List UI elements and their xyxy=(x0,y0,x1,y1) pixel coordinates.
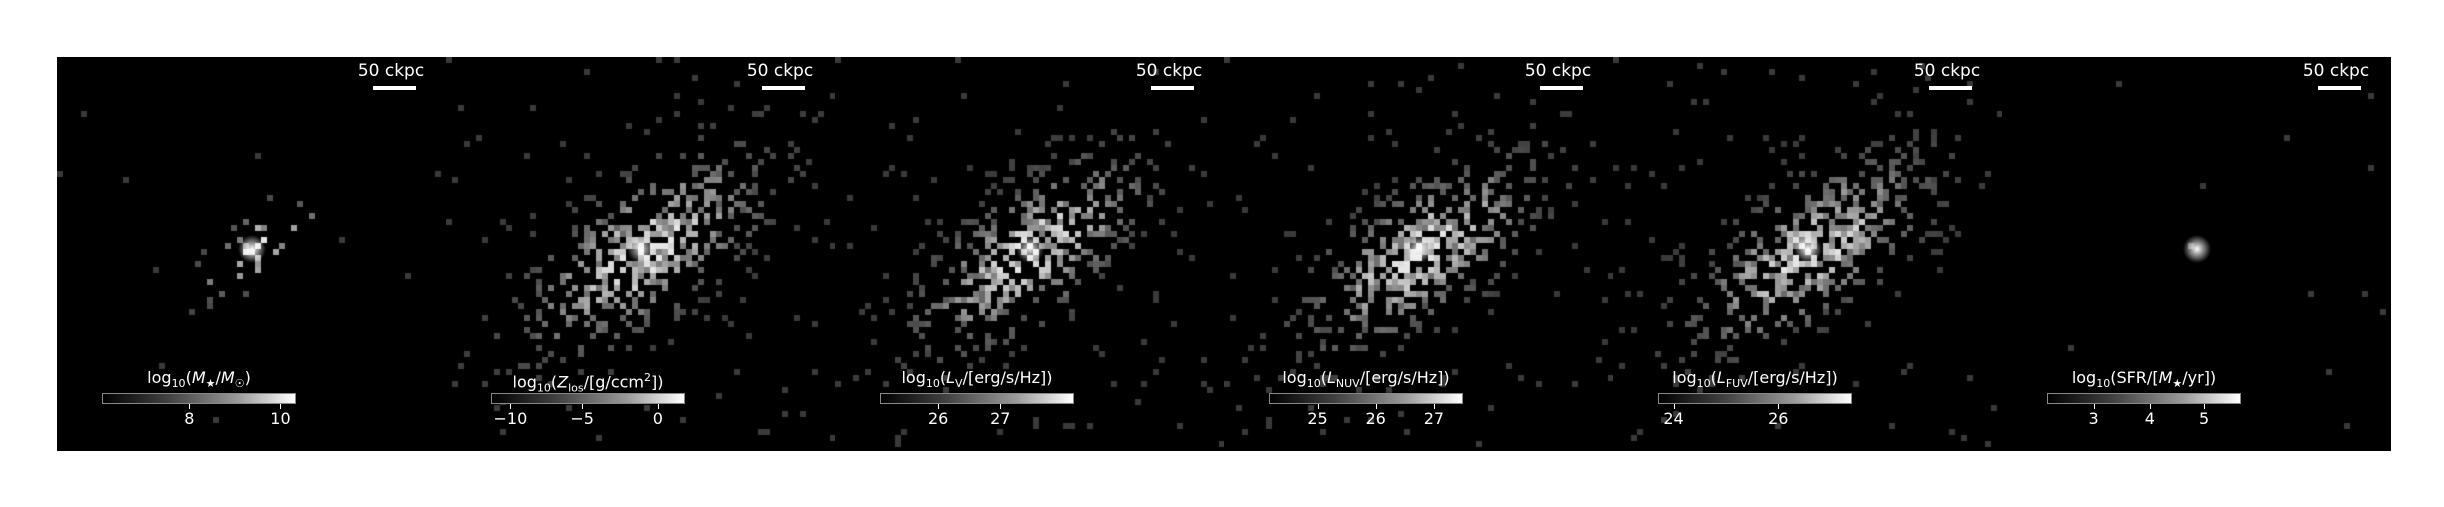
colorbar-tick-label: 27 xyxy=(1423,409,1445,428)
colorbar-tick xyxy=(189,404,191,409)
map-panel-lfuv: 50 ckpc log10(LFUV/[erg/s/Hz]) 24 26 xyxy=(1613,57,2002,451)
colorbar-label: log10(LNUV/[erg/s/Hz]) xyxy=(1282,368,1450,391)
colorbar-tick-label: 10 xyxy=(270,409,291,428)
colorbar-tick-label: −5 xyxy=(570,409,594,428)
image-strip: 50 ckpc log10(M★/M☉) 8 10 50 ckpc log10(Zlos/… xyxy=(57,57,2391,451)
colorbar-tick xyxy=(582,404,584,409)
colorbar xyxy=(1269,393,1463,404)
colorbar xyxy=(2047,393,2241,404)
colorbar-tick-label: 24 xyxy=(1663,409,1684,428)
colorbar-tick-label: 0 xyxy=(652,409,663,428)
colorbar-tick xyxy=(280,404,282,409)
intensity-map xyxy=(57,57,446,451)
colorbar-tick xyxy=(1778,404,1780,409)
colorbar-label: log10(M★/M☉) xyxy=(147,368,251,391)
scale-bar-label: 50 ckpc xyxy=(746,61,814,81)
scale-bar-label: 50 ckpc xyxy=(2302,61,2370,81)
colorbar-tick xyxy=(657,404,659,409)
colorbar-tick-label: 26 xyxy=(1768,409,1789,428)
scale-bar-label: 50 ckpc xyxy=(1135,61,1203,81)
colorbar-label: log10(SFR/[M★/yr]) xyxy=(2071,368,2217,391)
colorbar-tick xyxy=(938,404,940,409)
intensity-map xyxy=(446,57,835,451)
map-panel-lnuv: 50 ckpc log10(LNUV/[erg/s/Hz]) 25 26 27 xyxy=(1224,57,1613,451)
colorbar-tick xyxy=(2149,404,2151,409)
colorbar-tick-label: 8 xyxy=(184,409,195,428)
intensity-map xyxy=(2002,57,2391,451)
scale-bar xyxy=(1540,86,1583,90)
intensity-map xyxy=(835,57,1224,451)
map-panel-mstar: 50 ckpc log10(M★/M☉) 8 10 xyxy=(57,57,446,451)
scale-bar xyxy=(1929,86,1972,90)
colorbar-tick-label: 5 xyxy=(2199,409,2210,428)
colorbar-tick-label: 25 xyxy=(1307,409,1328,428)
colorbar-tick xyxy=(2093,404,2095,409)
colorbar xyxy=(102,393,296,404)
colorbar-label: log10(LFUV/[erg/s/Hz]) xyxy=(1672,368,1838,391)
colorbar-tick-label: 26 xyxy=(1365,409,1386,428)
map-panel-sfr: 50 ckpc log10(SFR/[M★/yr]) 3 4 5 xyxy=(2002,57,2391,451)
colorbar-tick xyxy=(510,404,512,409)
colorbar xyxy=(1658,393,1852,404)
colorbar-tick xyxy=(1317,404,1319,409)
map-panel-lv: 50 ckpc log10(LV/[erg/s/Hz]) 26 27 xyxy=(835,57,1224,451)
colorbar-tick xyxy=(2204,404,2206,409)
colorbar-tick-label: 26 xyxy=(928,409,949,428)
intensity-map xyxy=(1613,57,2002,451)
colorbar-tick-label: −10 xyxy=(493,409,528,428)
colorbar-tick-label: 4 xyxy=(2144,409,2155,428)
scale-bar-label: 50 ckpc xyxy=(357,61,425,81)
colorbar xyxy=(491,393,685,404)
colorbar-tick-label: 27 xyxy=(990,409,1011,428)
scale-bar xyxy=(2318,86,2361,90)
scale-bar-label: 50 ckpc xyxy=(1913,61,1981,81)
colorbar-tick xyxy=(1673,404,1675,409)
colorbar-label: log10(Zlos/[g/ccm2]) xyxy=(512,371,664,395)
intensity-map xyxy=(1224,57,1613,451)
scale-bar-label: 50 ckpc xyxy=(1524,61,1592,81)
map-panel-zlos: 50 ckpc log10(Zlos/[g/ccm2]) −10 −5 0 xyxy=(446,57,835,451)
colorbar-tick xyxy=(1375,404,1377,409)
colorbar-tick-label: 3 xyxy=(2088,409,2099,428)
colorbar xyxy=(880,393,1074,404)
scale-bar xyxy=(762,86,805,90)
colorbar-tick xyxy=(1433,404,1435,409)
colorbar-label: log10(LV/[erg/s/Hz]) xyxy=(901,368,1053,391)
scale-bar xyxy=(1151,86,1194,90)
colorbar-tick xyxy=(1000,404,1002,409)
scale-bar xyxy=(373,86,416,90)
